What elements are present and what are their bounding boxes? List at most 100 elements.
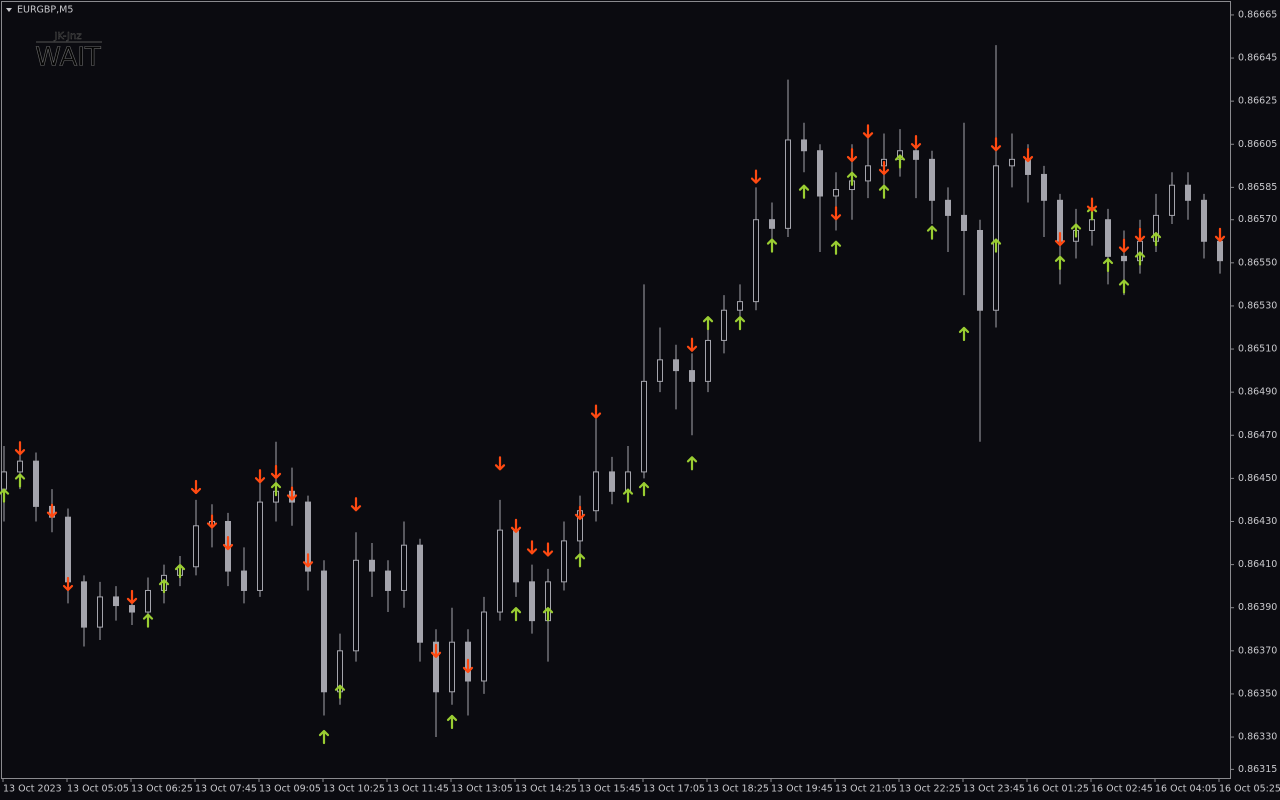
buy-arrow [686, 456, 698, 471]
candle-body [609, 471, 615, 492]
sell-arrow [302, 553, 314, 568]
sell-arrow [1214, 227, 1226, 242]
buy-arrow [1134, 251, 1146, 266]
sell-arrow [510, 518, 522, 533]
buy-arrow [878, 184, 890, 199]
y-tick-label: 0.86470 [1238, 430, 1277, 441]
sell-arrow [62, 576, 74, 592]
sell-arrow [846, 147, 858, 163]
candle-body [833, 189, 839, 197]
sell-arrow [750, 169, 762, 184]
buy-arrow [766, 238, 778, 253]
candle-body [561, 540, 567, 583]
sell-arrow [494, 456, 506, 471]
sell-arrow [254, 469, 266, 484]
candle-body [993, 165, 999, 311]
candle-body [945, 199, 951, 216]
sell-arrow [1118, 238, 1130, 253]
candle-body [1169, 184, 1175, 216]
buy-arrow [894, 154, 906, 169]
sell-arrow [190, 479, 202, 495]
candle-body [433, 641, 439, 693]
buy-arrow [846, 171, 858, 186]
buy-arrow [1070, 223, 1082, 238]
x-tick-label: 16 Oct 04:05 [1155, 784, 1217, 795]
buy-arrow [542, 607, 554, 622]
candle-body [961, 214, 967, 231]
sell-arrow [910, 135, 922, 150]
candle-body [113, 596, 119, 607]
y-tick-label: 0.86390 [1238, 602, 1277, 613]
y-tick-label: 0.86625 [1238, 96, 1277, 107]
candle-body [17, 460, 23, 473]
sell-arrow [1022, 147, 1034, 163]
candle-body [449, 641, 455, 693]
x-tick-label: 13 Oct 06:25 [131, 784, 193, 795]
candle-body [369, 559, 375, 572]
y-tick-label: 0.86330 [1238, 732, 1277, 743]
buy-arrow [622, 488, 634, 503]
candle-body [1105, 219, 1111, 257]
y-tick-label: 0.86410 [1238, 559, 1277, 570]
sell-arrow [126, 589, 138, 605]
candle-body [673, 359, 679, 372]
buy-arrow [958, 326, 970, 342]
sell-arrow [1054, 232, 1066, 247]
candle-body [497, 529, 503, 613]
x-tick-label: 13 Oct 14:25 [515, 784, 577, 795]
chart-title: EURGBP,M5 [17, 5, 73, 16]
candle-body [97, 596, 103, 628]
sell-arrow [878, 160, 890, 176]
candle-body [385, 570, 391, 591]
y-tick-label: 0.86530 [1238, 300, 1277, 311]
candle-body [145, 589, 151, 613]
candle-body [353, 559, 359, 652]
candle-body [257, 501, 263, 591]
x-tick-label: 13 Oct 2023 [3, 784, 62, 795]
buy-arrow [574, 553, 586, 568]
candle-body [1185, 184, 1191, 201]
candle-body [305, 501, 311, 572]
candle-body [737, 301, 743, 311]
x-tick-label: 16 Oct 02:45 [1091, 784, 1153, 795]
candle-body [1121, 255, 1127, 262]
sell-arrow [686, 337, 698, 352]
candle-body [801, 139, 807, 152]
x-tick-label: 13 Oct 15:45 [579, 784, 641, 795]
sell-arrow [542, 542, 554, 557]
buy-arrow [926, 225, 938, 240]
x-tick-label: 13 Oct 09:05 [259, 784, 321, 795]
x-tick-label: 13 Oct 05:05 [67, 784, 129, 795]
x-tick-label: 13 Oct 11:45 [387, 784, 449, 795]
buy-arrow [702, 316, 714, 331]
y-tick-label: 0.86490 [1238, 387, 1277, 398]
candle-body [417, 544, 423, 643]
x-tick-label: 13 Oct 23:45 [963, 784, 1025, 795]
candle-body [593, 471, 599, 512]
sell-arrow [350, 497, 362, 512]
y-tick-label: 0.86645 [1238, 53, 1277, 64]
candle-body [913, 150, 919, 160]
buy-arrow [158, 579, 170, 594]
candle-body [689, 370, 695, 382]
sell-arrow [286, 486, 298, 501]
candle-body [193, 525, 199, 568]
buy-arrow [0, 488, 10, 503]
candle-body [865, 165, 871, 182]
x-tick-label: 13 Oct 10:25 [323, 784, 385, 795]
candle-body [769, 219, 775, 229]
sell-arrow [990, 137, 1002, 152]
candle-body [641, 380, 647, 473]
candle-body [241, 570, 247, 591]
sell-arrow [590, 404, 602, 419]
sell-arrow [270, 464, 282, 480]
candle-body [1201, 199, 1207, 242]
x-tick-label: 13 Oct 18:25 [707, 784, 769, 795]
candle-body [1041, 173, 1047, 201]
sell-arrow [46, 503, 58, 518]
candle-body [1217, 240, 1223, 262]
y-tick-label: 0.86510 [1238, 344, 1277, 355]
x-tick-label: 13 Oct 13:05 [451, 784, 513, 795]
buy-arrow [734, 316, 746, 331]
sell-arrow [1086, 197, 1098, 212]
